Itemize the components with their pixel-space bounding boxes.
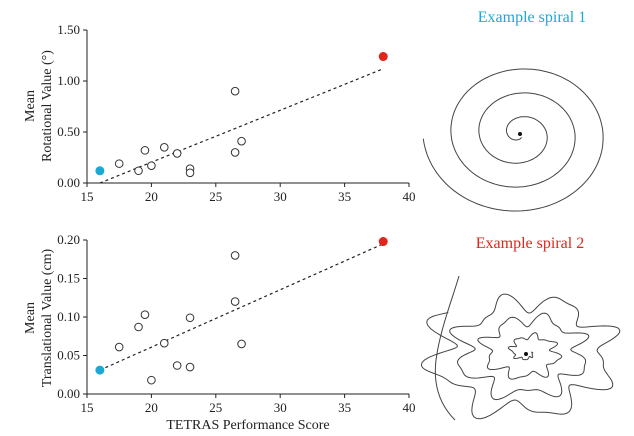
spiral-drawing-2	[420, 293, 621, 420]
data-point	[140, 310, 150, 319]
data-point	[159, 338, 169, 348]
x-tick-label: 35	[338, 189, 351, 204]
y-tick-label: 1.00	[57, 73, 80, 88]
data-point	[185, 313, 195, 323]
spiral-stray-stroke-2	[434, 275, 460, 421]
x-tick-label: 30	[274, 400, 287, 415]
trend-line	[99, 68, 384, 184]
highlight-point	[378, 237, 388, 247]
y-tick-label: 0.20	[57, 232, 80, 247]
highlight-point	[95, 166, 105, 176]
data-point	[134, 166, 143, 176]
y-tick-label: 0.10	[57, 309, 80, 324]
x-axis-label: TETRAS Performance Score	[166, 418, 329, 433]
spiral-title-2: Example spiral 2	[476, 235, 584, 252]
spiral-drawing-1	[422, 68, 604, 212]
y-tick-label: 0.00	[57, 386, 80, 401]
x-tick-label: 20	[145, 400, 158, 415]
trend-line	[99, 243, 384, 371]
y-tick-label: 0.00	[57, 175, 80, 190]
example-spiral-2: Example spiral 2	[420, 235, 621, 421]
x-tick-label: 25	[209, 189, 222, 204]
y-axis-label-line2: Rotational Value (°)	[40, 50, 55, 162]
y-axis-label-line1: Mean	[23, 302, 38, 334]
y-tick-label: 1.50	[57, 22, 80, 37]
data-point	[230, 86, 240, 96]
y-axis-label-line1: Mean	[23, 90, 38, 122]
spiral-title-1: Example spiral 1	[478, 9, 586, 26]
data-point	[114, 159, 124, 168]
data-point	[230, 297, 240, 306]
data-point	[147, 375, 156, 385]
spiral-center-2	[524, 352, 528, 356]
y-tick-group: 0.00 0.05 0.10 0.15 0.20	[57, 232, 87, 401]
highlight-point	[95, 365, 105, 375]
data-point	[140, 146, 150, 155]
data-point	[172, 361, 182, 370]
highlight-point	[378, 52, 388, 62]
data-point	[230, 251, 240, 260]
x-tick-label: 30	[274, 189, 287, 204]
data-point	[147, 161, 156, 170]
data-point	[134, 322, 143, 332]
y-tick-label: 0.05	[57, 348, 80, 363]
x-tick-group: 15 20 25 30 35 40	[81, 394, 416, 415]
x-tick-label: 25	[209, 400, 222, 415]
data-point	[185, 168, 195, 178]
data-point	[159, 143, 169, 152]
spiral-center-1	[518, 132, 522, 136]
x-tick-label: 40	[403, 189, 416, 204]
data-point	[172, 149, 182, 158]
chart-marks	[95, 237, 388, 385]
example-spiral-1: Example spiral 1	[422, 9, 604, 212]
y-tick-group: 0.00 0.50 1.00 1.50	[57, 22, 87, 190]
x-tick-label: 15	[81, 189, 94, 204]
data-point	[230, 148, 240, 157]
x-tick-label: 20	[145, 189, 158, 204]
chart-panel-translational: 0.00 0.05 0.10 0.15 0.20 15 20 25 30 35 40 Mean T…	[23, 232, 416, 433]
x-tick-group: 15 20 25 30 35 40	[81, 183, 416, 204]
data-point	[114, 342, 124, 352]
chart-panel-rotational: 0.00 0.50 1.00 1.50 15 20 25 30 35 40 Mean Rotat…	[23, 22, 416, 204]
x-tick-label: 35	[338, 400, 351, 415]
data-point	[237, 339, 246, 349]
x-tick-label: 15	[81, 400, 94, 415]
x-tick-label: 40	[403, 400, 416, 415]
chart-marks	[95, 52, 388, 184]
data-point	[185, 362, 195, 372]
data-point	[237, 136, 246, 146]
y-tick-label: 0.15	[57, 271, 80, 286]
y-tick-label: 0.50	[57, 124, 80, 139]
y-axis-label-line2: Translational Value (cm)	[40, 248, 55, 387]
